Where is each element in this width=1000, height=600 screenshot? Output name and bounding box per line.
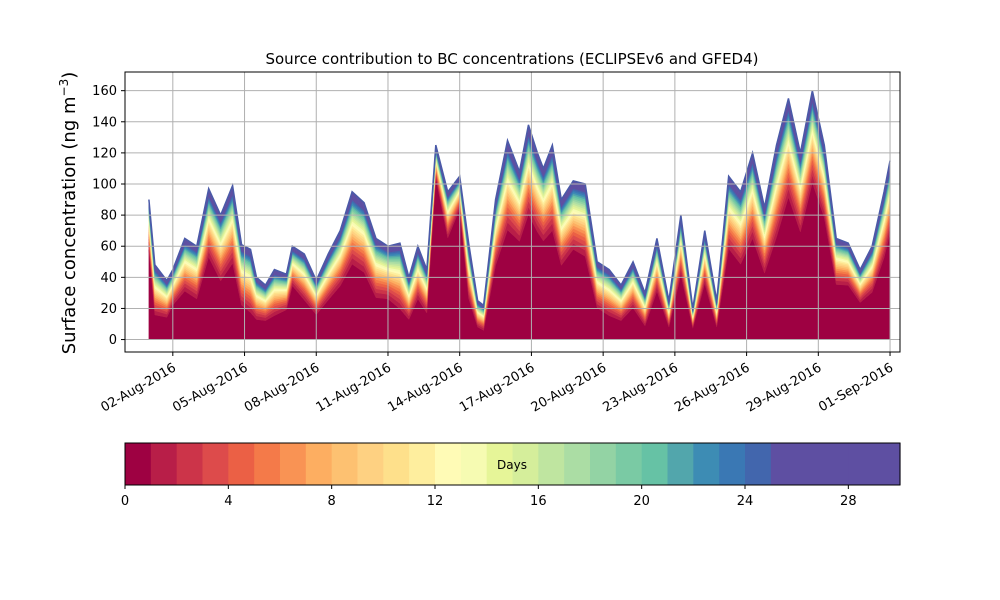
y-axis-label-close: ) <box>59 72 80 79</box>
y-axis-label: Surface concentration (ng m−3) <box>57 72 80 355</box>
colorbar-cell <box>176 443 204 485</box>
colorbar-cells <box>125 443 901 485</box>
y-tick-label: 20 <box>100 302 117 317</box>
colorbar-cell <box>409 443 436 485</box>
colorbar-tick-label: 28 <box>840 494 857 509</box>
colorbar-tick-label: 0 <box>121 494 129 509</box>
colorbar-tick-label: 24 <box>737 494 754 509</box>
y-tick-label: 140 <box>92 115 117 130</box>
colorbar-cell <box>770 443 798 485</box>
y-tick-label: 160 <box>92 84 117 99</box>
colorbar-cell <box>254 443 281 485</box>
colorbar-tick-label: 8 <box>328 494 336 509</box>
y-tick-label: 100 <box>92 178 117 193</box>
colorbar-cell <box>383 443 410 485</box>
y-tick-label: 120 <box>92 146 117 161</box>
total-outline <box>148 90 891 309</box>
colorbar-cell <box>331 443 359 485</box>
colorbar-cell <box>693 443 720 485</box>
colorbar-cell <box>486 443 514 485</box>
colorbar-cell <box>305 443 333 485</box>
colorbar-cell <box>667 443 694 485</box>
colorbar-cell <box>874 443 901 485</box>
colorbar-cell <box>796 443 824 485</box>
colorbar-cell <box>125 443 152 485</box>
colorbar-cell <box>564 443 591 485</box>
colorbar-tick-label: 20 <box>633 494 650 509</box>
colorbar-cell <box>357 443 384 485</box>
colorbar-cell <box>228 443 255 485</box>
grid-lines <box>125 72 900 352</box>
colorbar-cell <box>615 443 643 485</box>
y-tick-label: 0 <box>109 333 117 348</box>
y-axis-label-exponent: −3 <box>57 79 71 97</box>
colorbar-cell <box>538 443 565 485</box>
y-axis-label-main: Surface concentration (ng m <box>59 96 80 354</box>
colorbar-cell <box>745 443 772 485</box>
colorbar-cell <box>280 443 307 485</box>
colorbar-cell <box>202 443 229 485</box>
chart-title: Source contribution to BC concentrations… <box>265 50 758 68</box>
colorbar-cell <box>150 443 178 485</box>
colorbar-tick-label: 16 <box>530 494 547 509</box>
colorbar-cell <box>435 443 462 485</box>
colorbar-cell <box>460 443 488 485</box>
colorbar-cell <box>719 443 746 485</box>
y-ticks: 0 20 40 60 80 100 120 140 160 <box>92 84 125 348</box>
y-tick-label: 80 <box>100 209 117 224</box>
stacked-bands <box>148 90 891 340</box>
colorbar-frame <box>124 442 901 486</box>
plot-frame <box>124 71 901 353</box>
colorbar-cell <box>512 443 539 485</box>
colorbar-tick-label: 4 <box>224 494 232 509</box>
y-tick-label: 40 <box>100 271 117 286</box>
colorbar-tick-label: 12 <box>427 494 444 509</box>
colorbar-ticks: 0 4 8 12 16 20 24 28 <box>121 485 857 509</box>
colorbar-cell <box>590 443 617 485</box>
colorbar: Days 0 4 8 12 16 20 24 28 <box>121 442 901 509</box>
colorbar-cell <box>822 443 849 485</box>
colorbar-label: Days <box>497 458 527 472</box>
colorbar-cell <box>848 443 875 485</box>
colorbar-cell <box>641 443 669 485</box>
y-tick-label: 60 <box>100 240 117 255</box>
